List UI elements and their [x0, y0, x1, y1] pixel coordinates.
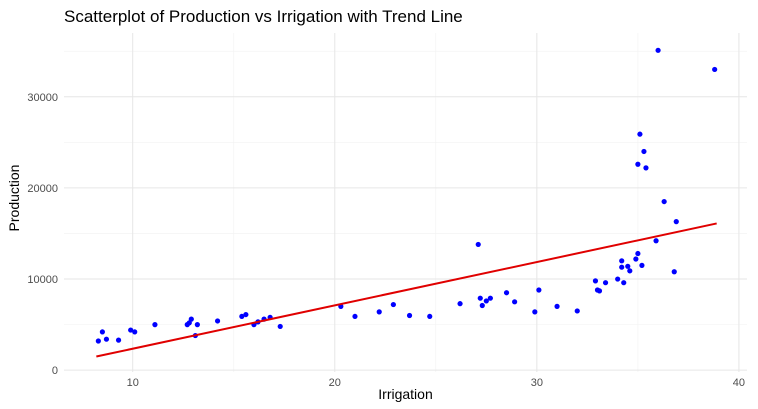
- data-point: [671, 269, 677, 275]
- data-point: [592, 278, 599, 284]
- y-tick-label: 30000: [27, 92, 58, 104]
- data-point: [457, 301, 463, 307]
- data-point: [673, 219, 679, 225]
- data-point: [641, 148, 647, 155]
- trend-line-group: [96, 222, 717, 358]
- data-point: [479, 302, 485, 309]
- x-tick-label: 30: [531, 377, 543, 389]
- data-point: [352, 313, 358, 320]
- data-point: [596, 288, 603, 294]
- data-point: [653, 238, 659, 244]
- data-point: [194, 322, 200, 328]
- data-point: [574, 308, 580, 314]
- y-tick-label: 0: [52, 365, 58, 377]
- data-point: [633, 256, 639, 262]
- grid: [64, 33, 747, 372]
- data-point: [214, 318, 221, 324]
- data-point: [277, 323, 283, 330]
- data-point: [627, 268, 633, 274]
- data-point: [128, 327, 134, 333]
- data-point: [152, 322, 158, 328]
- data-point: [239, 313, 245, 320]
- x-tick-label: 20: [329, 377, 341, 389]
- data-point: [99, 329, 105, 335]
- data-point: [661, 198, 667, 205]
- data-point: [621, 280, 627, 286]
- data-point: [532, 309, 538, 315]
- trend-line: [96, 222, 717, 358]
- data-point: [115, 337, 122, 343]
- data-point: [95, 338, 101, 344]
- tick-labels: 10 20 30 40 0 10000 20000 30000: [27, 92, 745, 389]
- data-point: [477, 295, 483, 301]
- data-point: [376, 309, 382, 315]
- data-point: [712, 66, 718, 73]
- data-point: [390, 301, 396, 308]
- chart-title: Scatterplot of Production vs Irrigation …: [64, 7, 463, 26]
- y-tick-label: 20000: [27, 183, 58, 195]
- data-point: [243, 311, 249, 318]
- data-point: [483, 298, 489, 304]
- data-point: [536, 287, 542, 293]
- y-tick-label: 10000: [27, 274, 58, 286]
- data-point: [487, 295, 493, 301]
- data-point: [427, 313, 433, 320]
- data-point: [635, 250, 641, 257]
- data-point: [619, 264, 625, 270]
- x-tick-label: 10: [127, 377, 139, 389]
- data-point: [637, 131, 643, 137]
- data-point: [619, 258, 625, 264]
- data-point: [406, 312, 413, 319]
- data-point: [103, 336, 110, 342]
- data-point: [625, 263, 631, 269]
- y-axis-title: Production: [6, 165, 22, 232]
- data-point: [602, 280, 609, 286]
- data-point: [635, 161, 641, 167]
- data-point: [503, 290, 510, 296]
- x-axis-title: Irrigation: [378, 386, 432, 402]
- data-point: [615, 276, 621, 282]
- data-point: [512, 299, 518, 305]
- data-points: [95, 47, 718, 344]
- data-point: [639, 262, 645, 268]
- data-point: [554, 303, 560, 309]
- data-point: [655, 47, 661, 53]
- data-point: [132, 329, 138, 335]
- data-point: [475, 241, 481, 248]
- data-point: [188, 316, 194, 322]
- x-tick-label: 40: [733, 377, 745, 389]
- data-point: [643, 165, 649, 171]
